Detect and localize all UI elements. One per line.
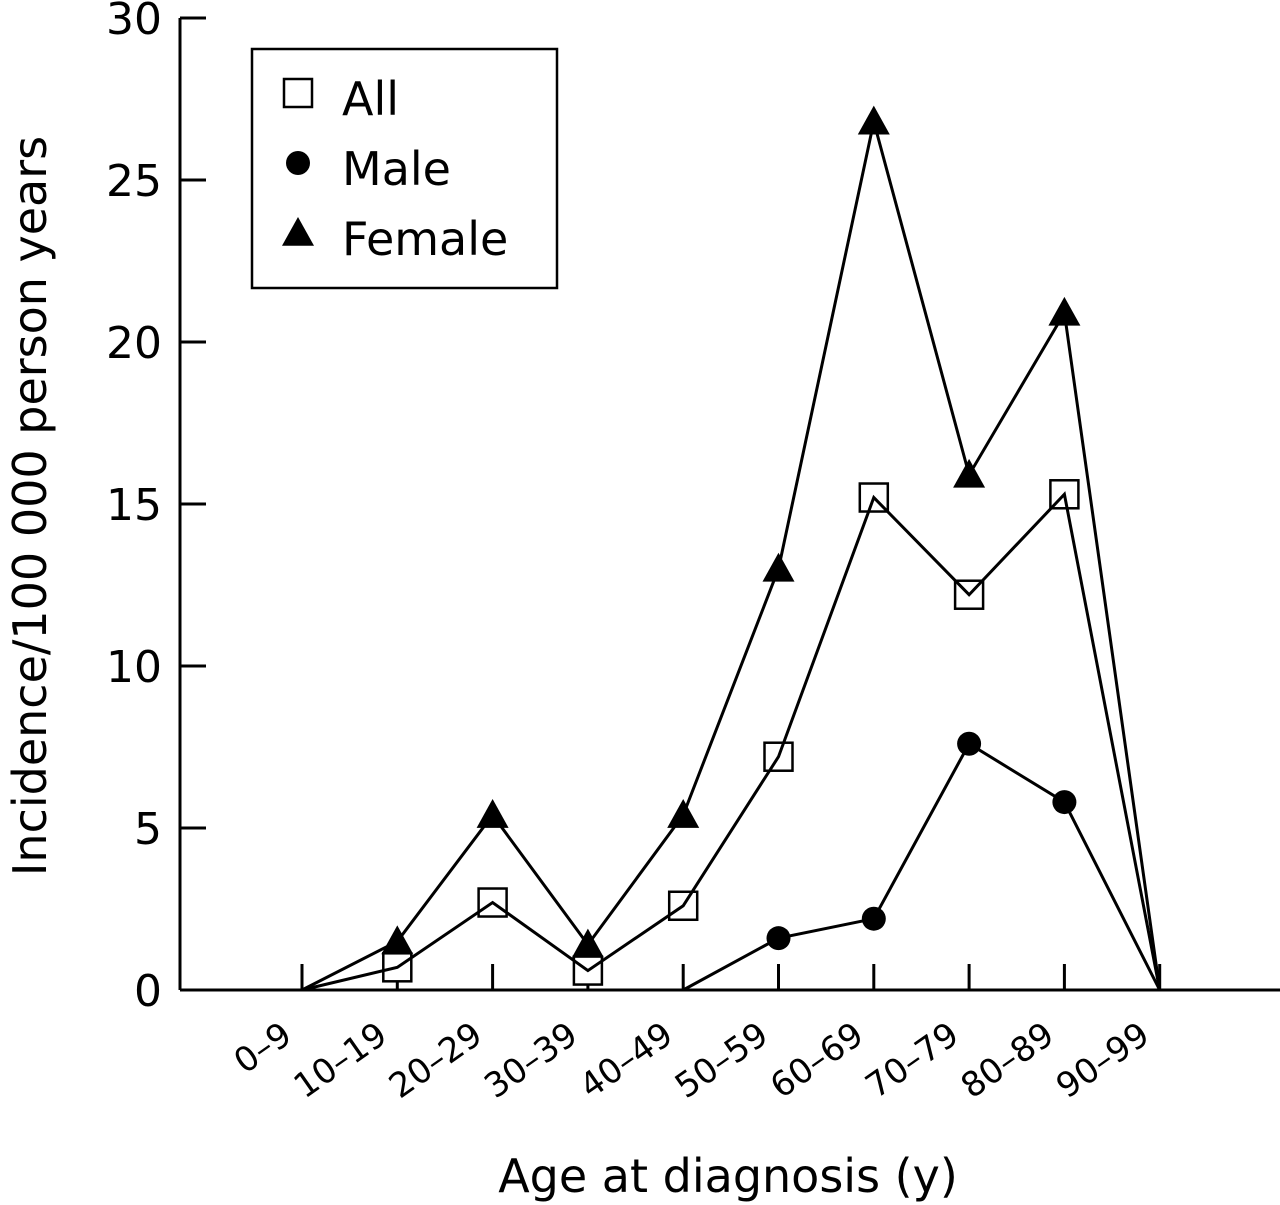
y-tick-label: 0 [134,966,162,1017]
series-line-female [301,121,1162,992]
y-tick-label: 5 [134,804,162,855]
x-tick-label: 80–89 [954,1015,1062,1107]
y-tick-label: 30 [106,0,162,45]
x-tick-label: 10–19 [287,1015,395,1107]
legend-items: All Male Female [282,72,508,266]
legend-label-female: Female [342,212,508,266]
legend-marker-all [282,77,314,109]
y-tick-label: 25 [106,156,162,207]
data-point-all [763,741,794,772]
x-tick-label: 50–59 [668,1015,776,1107]
legend-label-all: All [342,72,399,126]
data-point-female [857,105,890,135]
legend: All Male Female [250,47,559,290]
x-tick-label: 60–69 [763,1015,871,1107]
legend-marker-male [286,151,310,175]
series-layer [301,105,1162,992]
x-tick-label: 20–29 [382,1015,490,1107]
y-tick-label: 15 [106,480,162,531]
x-tick-label: 70–79 [859,1015,967,1107]
legend-marker-female [282,217,314,246]
x-tick-label: 90–99 [1049,1015,1157,1107]
series-line-male [682,741,1162,992]
x-tick-label: 30–39 [477,1015,585,1107]
y-tick-label: 10 [106,642,162,693]
y-axis-title: Incidence/100 000 person years [3,136,57,876]
series-line-all [301,491,1162,992]
y-ticks: 0 5 10 15 20 25 30 [106,0,206,1017]
legend-label-male: Male [342,142,451,196]
y-tick-label: 20 [106,318,162,369]
x-axis-title: Age at diagnosis (y) [498,1149,958,1203]
x-tick-label: 40–49 [573,1015,681,1107]
